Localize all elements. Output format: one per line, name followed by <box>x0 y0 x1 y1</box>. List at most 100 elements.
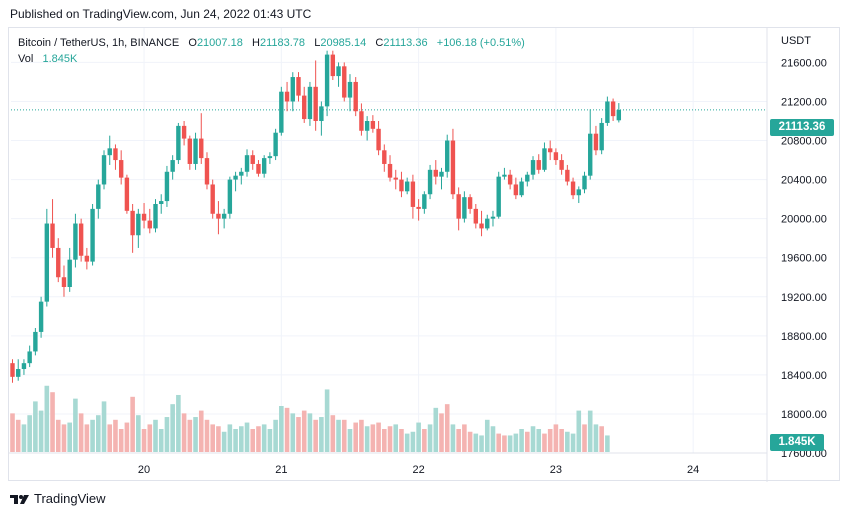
candle-body <box>187 138 193 164</box>
chart-legend: Bitcoin / TetherUS, 1h, BINANCE O21007.1… <box>18 35 525 67</box>
candle-body <box>399 179 404 192</box>
candle-body <box>273 132 278 157</box>
change-value: +106.18 (+0.51%) <box>436 37 525 49</box>
candle-body <box>38 301 44 332</box>
volume-bar <box>513 433 519 452</box>
candle-body <box>101 155 107 185</box>
volume-bar <box>376 422 381 452</box>
close-label: C <box>375 37 384 49</box>
chart-frame: 21600.00 21200.00 20800.00 20400.00 20000.00… <box>8 27 841 482</box>
volume-bar <box>422 429 427 452</box>
candle-body <box>422 194 427 209</box>
volume-bar <box>404 433 410 452</box>
y-tick-label: 18800.00 <box>781 331 827 343</box>
y-tick-label: 19200.00 <box>781 292 827 304</box>
candle-body <box>599 122 604 151</box>
candle-body <box>462 197 467 219</box>
candle-body <box>267 156 273 159</box>
volume-bar <box>130 396 135 452</box>
volume-bar <box>382 429 387 452</box>
candle-body <box>393 177 398 180</box>
x-tick-label: 21 <box>275 464 287 476</box>
volume-bar <box>542 433 547 452</box>
candle-body <box>565 169 570 182</box>
volume-bar <box>399 429 404 452</box>
volume-bar <box>164 417 170 452</box>
candle-body <box>387 163 393 178</box>
candle-body <box>73 223 78 260</box>
candle-body <box>10 363 15 377</box>
candle-body <box>376 128 381 151</box>
candle-body <box>439 171 444 177</box>
volume-bar <box>525 431 530 452</box>
volume-bar <box>593 424 599 452</box>
y-tick-label: 19600.00 <box>781 253 827 265</box>
volume-bar <box>565 431 570 452</box>
volume-bar <box>78 413 84 452</box>
volume-bar <box>330 415 336 452</box>
candle-body <box>227 179 233 214</box>
candlestick-chart[interactable]: 21600.00 21200.00 20800.00 20400.00 20000.00… <box>9 28 841 482</box>
candle-body <box>347 81 353 98</box>
volume-bar <box>296 417 301 452</box>
candle-body <box>416 206 421 209</box>
candle-body <box>284 91 290 102</box>
candle-body <box>519 181 524 196</box>
candle-body <box>296 77 301 96</box>
volume-bar <box>324 389 330 452</box>
footer-brand[interactable]: TradingView <box>10 491 106 506</box>
y-tick-label: 20400.00 <box>781 175 827 187</box>
candle-body <box>313 86 318 121</box>
volume-bar <box>444 404 450 452</box>
candle-body <box>479 223 484 229</box>
published-header: Published on TradingView.com, Jun 24, 20… <box>10 7 312 21</box>
candle-body <box>307 86 313 120</box>
volume-bar <box>576 410 582 452</box>
volume-bar <box>290 413 296 452</box>
volume-bar <box>113 419 118 452</box>
candle-body <box>244 155 250 172</box>
volume-bar <box>250 429 256 452</box>
currency-label[interactable]: USDT <box>781 35 811 47</box>
volume-label[interactable]: Vol <box>18 53 34 65</box>
volume-bar <box>410 431 416 452</box>
candle-body <box>507 174 513 185</box>
candle-body <box>353 81 358 112</box>
volume-bar <box>284 407 290 452</box>
x-tick-label: 20 <box>138 464 150 476</box>
volume-value: 1.845K <box>42 53 78 65</box>
volume-bar <box>427 424 433 452</box>
candle-body <box>542 148 547 170</box>
high-value: 21183.78 <box>259 37 306 49</box>
x-tick-label: 24 <box>687 464 699 476</box>
candle-body <box>610 101 616 117</box>
candle-body <box>456 194 461 219</box>
volume-bar <box>181 413 187 452</box>
symbol-title[interactable]: Bitcoin / TetherUS, 1h, BINANCE <box>18 37 180 49</box>
candle-body <box>605 101 610 123</box>
candle-body <box>250 155 255 164</box>
open-value: 21007.18 <box>196 37 243 49</box>
volume-bar <box>347 429 353 452</box>
candle-body <box>33 331 38 352</box>
volume-bar <box>101 401 107 452</box>
volume-bar <box>239 426 244 452</box>
volume-bar <box>256 426 261 452</box>
candle-body <box>342 66 347 98</box>
ohlc-row: Bitcoin / TetherUS, 1h, BINANCE O21007.1… <box>18 35 525 51</box>
candle-body <box>261 158 267 174</box>
candle-body <box>370 121 376 129</box>
volume-bar <box>96 415 101 452</box>
volume-bar <box>462 424 467 452</box>
volume-bar <box>553 424 559 452</box>
candle-body <box>364 121 370 131</box>
candle-body <box>490 216 496 219</box>
volume-bar <box>307 413 313 452</box>
volume-bar <box>370 424 376 452</box>
volume-bar <box>221 431 227 452</box>
volume-bar <box>198 410 204 452</box>
volume-bar <box>433 407 439 452</box>
volume-bar <box>456 429 461 452</box>
candle-body <box>90 208 95 262</box>
candle-body <box>61 277 67 287</box>
